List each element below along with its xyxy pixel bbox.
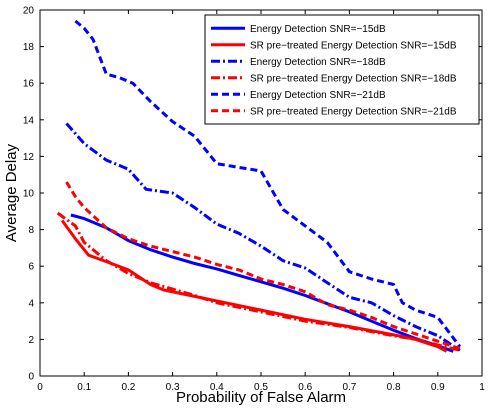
- x-tick-label: 0.2: [121, 382, 135, 393]
- series-layer: [56, 19, 462, 353]
- series-line-1: [70, 213, 454, 353]
- y-tick-label: 2: [28, 335, 34, 346]
- y-tick-label: 12: [23, 152, 35, 163]
- x-tick-label: 1: [479, 382, 485, 393]
- legend-label-2: SR pre−treated Energy Detection SNR=−15d…: [250, 40, 457, 51]
- series-line-5: [74, 19, 462, 348]
- x-tick-label: 0.9: [431, 382, 445, 393]
- x-tick-label: 0.6: [298, 382, 312, 393]
- legend-label-1: Energy Detection SNR=−15dB: [250, 24, 386, 35]
- legend-label-3: Energy Detection SNR=−18dB: [250, 57, 386, 68]
- legend: Energy Detection SNR=−15dB SR pre−treated…: [204, 14, 480, 125]
- legend-label-4: SR pre−treated Energy Detection SNR=−18d…: [250, 73, 457, 84]
- x-tick-label: 0.4: [210, 382, 224, 393]
- y-tick-label: 16: [23, 79, 35, 90]
- legend-label-6: SR pre−treated Energy Detection SNR=−21d…: [250, 106, 457, 117]
- legend-label-5: Energy Detection SNR=−21dB: [250, 90, 386, 101]
- series-line-3: [65, 122, 461, 352]
- y-tick-label: 20: [23, 6, 35, 17]
- x-tick-label: 0: [37, 382, 43, 393]
- x-tick-label: 0.7: [342, 382, 356, 393]
- y-tick-label: 10: [23, 189, 35, 200]
- x-tick-label: 0.5: [254, 382, 268, 393]
- legend-box: [204, 14, 480, 125]
- tick-layer: 0 0.1 0.2 0.3 0.4 0.5 0.6 0.7 0.8 0.9 102468101214…: [23, 6, 485, 394]
- y-tick-label: 14: [23, 115, 35, 126]
- x-tick-label: 0.1: [77, 382, 91, 393]
- x-tick-label: 0.3: [166, 382, 180, 393]
- y-tick-label: 4: [28, 298, 34, 309]
- y-tick-label: 8: [28, 225, 34, 236]
- series-line-6: [65, 181, 461, 351]
- y-tick-label: 0: [28, 372, 34, 383]
- x-tick-label: 0.8: [387, 382, 401, 393]
- series-line-4: [56, 211, 461, 352]
- x-axis-label: Probability of False Alarm: [176, 389, 346, 406]
- y-axis-label: Average Delay: [3, 143, 20, 242]
- y-tick-label: 6: [28, 262, 34, 273]
- y-tick-label: 18: [23, 42, 35, 53]
